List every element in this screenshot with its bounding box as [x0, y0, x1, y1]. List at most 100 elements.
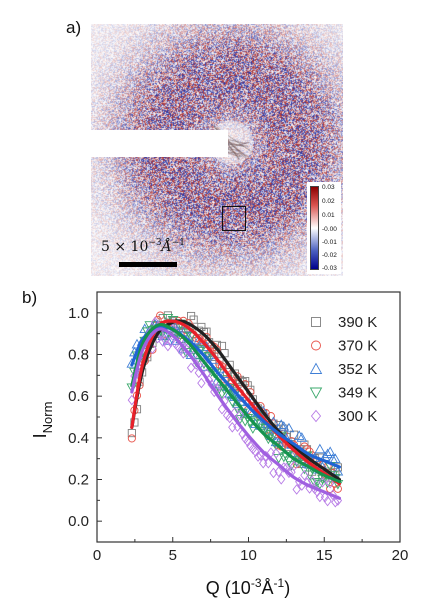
data-point: [163, 340, 173, 352]
y-axis-title: INorm: [30, 402, 55, 439]
data-point: [210, 386, 219, 398]
data-point: [185, 332, 197, 342]
data-point: [212, 345, 221, 354]
data-point: [243, 436, 252, 448]
data-point: [127, 434, 136, 443]
data-point: [325, 477, 335, 489]
colorbar-tick: 0.01: [322, 212, 335, 219]
data-point: [289, 460, 299, 472]
data-point: [275, 419, 287, 429]
data-point: [315, 491, 325, 503]
data-point: [269, 467, 278, 479]
data-point: [197, 377, 206, 389]
y-tick-label: 0.4: [68, 430, 89, 447]
data-point: [311, 340, 321, 351]
data-point: [274, 466, 283, 478]
data-point: [331, 496, 340, 508]
colorbar-tick: 0.02: [322, 198, 335, 205]
y-tick-label: 0.0: [68, 513, 89, 530]
data-point: [247, 424, 259, 434]
data-point: [253, 451, 263, 462]
colorbar-tick: -0.00: [322, 226, 337, 233]
data-point: [292, 484, 301, 495]
colorbar-tick: -0.01: [322, 239, 337, 246]
data-point: [271, 447, 281, 459]
legend-label: 352 K: [338, 361, 377, 378]
legend-background: [303, 358, 387, 379]
data-point: [234, 414, 246, 425]
data-point: [318, 476, 327, 488]
data-point: [286, 461, 297, 471]
legend-label: 370 K: [338, 338, 377, 355]
data-point: [257, 423, 269, 434]
legend-label: 349 K: [338, 385, 377, 402]
data-point: [232, 398, 243, 408]
data-point: [310, 409, 322, 423]
data-point: [158, 336, 167, 347]
data-point: [127, 429, 136, 438]
data-point: [264, 457, 273, 469]
data-point: [314, 443, 326, 454]
data-point: [166, 336, 175, 348]
colorbar-tick: 0.03: [322, 184, 335, 191]
legend-background: [303, 311, 387, 332]
data-point: [333, 484, 342, 493]
data-point: [311, 317, 321, 327]
legend-background: [303, 405, 387, 426]
detector-image: 0.03 0.02 0.01 -0.00 -0.01 -0.02 -0.03 5…: [91, 24, 343, 276]
data-point: [251, 446, 260, 458]
data-point: [304, 470, 315, 481]
x-tick-label: 10: [240, 547, 257, 564]
data-point: [283, 456, 295, 467]
colorbar-gradient: [310, 186, 319, 270]
data-point: [256, 450, 265, 461]
data-point: [300, 469, 309, 481]
data-point: [186, 362, 196, 374]
intensity-chart: 0 5 10 15 20 0.0 0.2 0.4 0.6 0.8 1.0 390 K 370 K 352…: [30, 291, 409, 598]
y-tick-label: 0.8: [68, 347, 89, 364]
data-point: [309, 387, 323, 399]
data-point: [217, 403, 227, 415]
x-tick-label: 20: [392, 547, 409, 564]
data-point: [324, 446, 336, 456]
scalebar-label: 5 × 10−3Å−1: [101, 238, 186, 255]
fit-line: [130, 319, 341, 486]
scalebar: [119, 262, 177, 267]
colorbar: 0.03 0.02 0.01 -0.00 -0.01 -0.02 -0.03: [307, 182, 341, 274]
fit-line: [130, 327, 341, 500]
x-tick-label: 0: [93, 547, 101, 564]
data-point: [333, 463, 342, 472]
data-point: [296, 432, 308, 442]
data-point: [217, 362, 227, 371]
data-point: [322, 448, 333, 459]
data-point: [202, 332, 211, 341]
y-tick-label: 0.2: [68, 472, 89, 489]
data-point: [283, 422, 295, 433]
colorbar-tick: -0.03: [322, 265, 337, 272]
y-tick-label: 1.0: [68, 305, 89, 322]
data-point: [326, 484, 335, 493]
x-tick-label: 5: [169, 547, 177, 564]
beamstop: [91, 130, 228, 157]
colorbar-tick: -0.02: [322, 252, 337, 259]
data-point: [332, 465, 344, 476]
panel-b-label: b): [22, 288, 38, 307]
panel-a-label: a): [66, 18, 82, 37]
legend-label: 390 K: [338, 314, 377, 331]
data-point: [127, 394, 137, 406]
data-point: [230, 369, 239, 378]
legend-background: [303, 381, 387, 403]
roi-box: [222, 206, 246, 231]
data-point: [233, 372, 242, 381]
data-point: [203, 351, 215, 362]
x-tick-label: 15: [316, 547, 333, 564]
data-point: [323, 495, 332, 507]
data-point: [278, 421, 290, 431]
data-point: [277, 473, 286, 485]
data-point: [139, 323, 151, 334]
fit-line: [130, 322, 341, 484]
fit-line: [130, 325, 341, 469]
data-point: [235, 409, 245, 421]
x-axis-title: Q (10-3Å-1): [206, 576, 290, 598]
data-point: [162, 313, 174, 324]
